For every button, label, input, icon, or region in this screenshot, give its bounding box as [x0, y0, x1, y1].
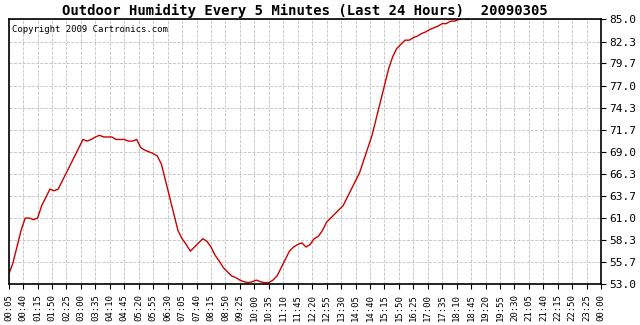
Text: Copyright 2009 Cartronics.com: Copyright 2009 Cartronics.com: [12, 25, 168, 34]
Title: Outdoor Humidity Every 5 Minutes (Last 24 Hours)  20090305: Outdoor Humidity Every 5 Minutes (Last 2…: [62, 4, 548, 18]
